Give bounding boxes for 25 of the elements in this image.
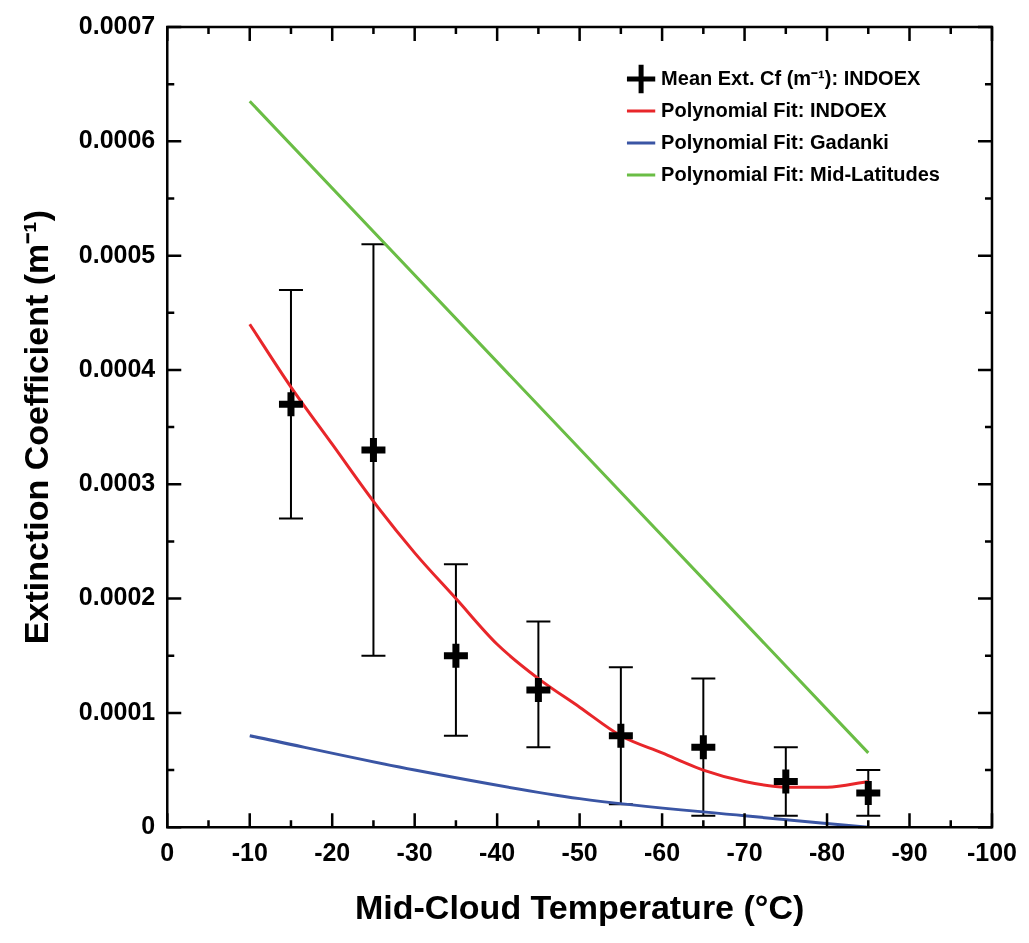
legend-label: Mean Ext. Cf (m⁻¹): INDOEX xyxy=(661,66,921,89)
legend-label: Polynomial Fit: Gadanki xyxy=(661,130,889,153)
y-tick-label: 0.0006 xyxy=(78,125,156,154)
y-tick-label: 0 xyxy=(141,811,156,840)
y-tick-label: 0.0005 xyxy=(78,239,156,268)
x-tick-label: -50 xyxy=(561,838,598,867)
y-tick-label: 0.0004 xyxy=(78,353,156,382)
x-tick-label: -80 xyxy=(808,838,846,867)
x-tick-label: -100 xyxy=(966,838,1018,867)
x-tick-label: -20 xyxy=(314,838,351,867)
x-tick-label: -70 xyxy=(726,838,763,867)
y-axis-title: Extinction Coefficient (m⁻¹) xyxy=(16,210,55,645)
legend-label: Polynomial Fit: Mid-Latitudes xyxy=(661,162,940,185)
x-tick-label: -90 xyxy=(891,838,928,867)
y-tick-label: 0.0001 xyxy=(78,696,156,725)
x-tick-label: -60 xyxy=(644,838,681,867)
y-tick-label: 0.0002 xyxy=(78,582,156,611)
y-tick-label: 0.0003 xyxy=(78,468,156,497)
x-axis-title: Mid-Cloud Temperature (°C) xyxy=(354,887,805,926)
y-tick-label: 0.0007 xyxy=(78,10,156,39)
x-tick-label: -30 xyxy=(396,838,433,867)
x-tick-label: -40 xyxy=(479,838,516,867)
legend-label: Polynomial Fit: INDOEX xyxy=(661,98,888,121)
x-tick-label: 0 xyxy=(160,838,175,867)
x-tick-label: -10 xyxy=(231,838,268,867)
